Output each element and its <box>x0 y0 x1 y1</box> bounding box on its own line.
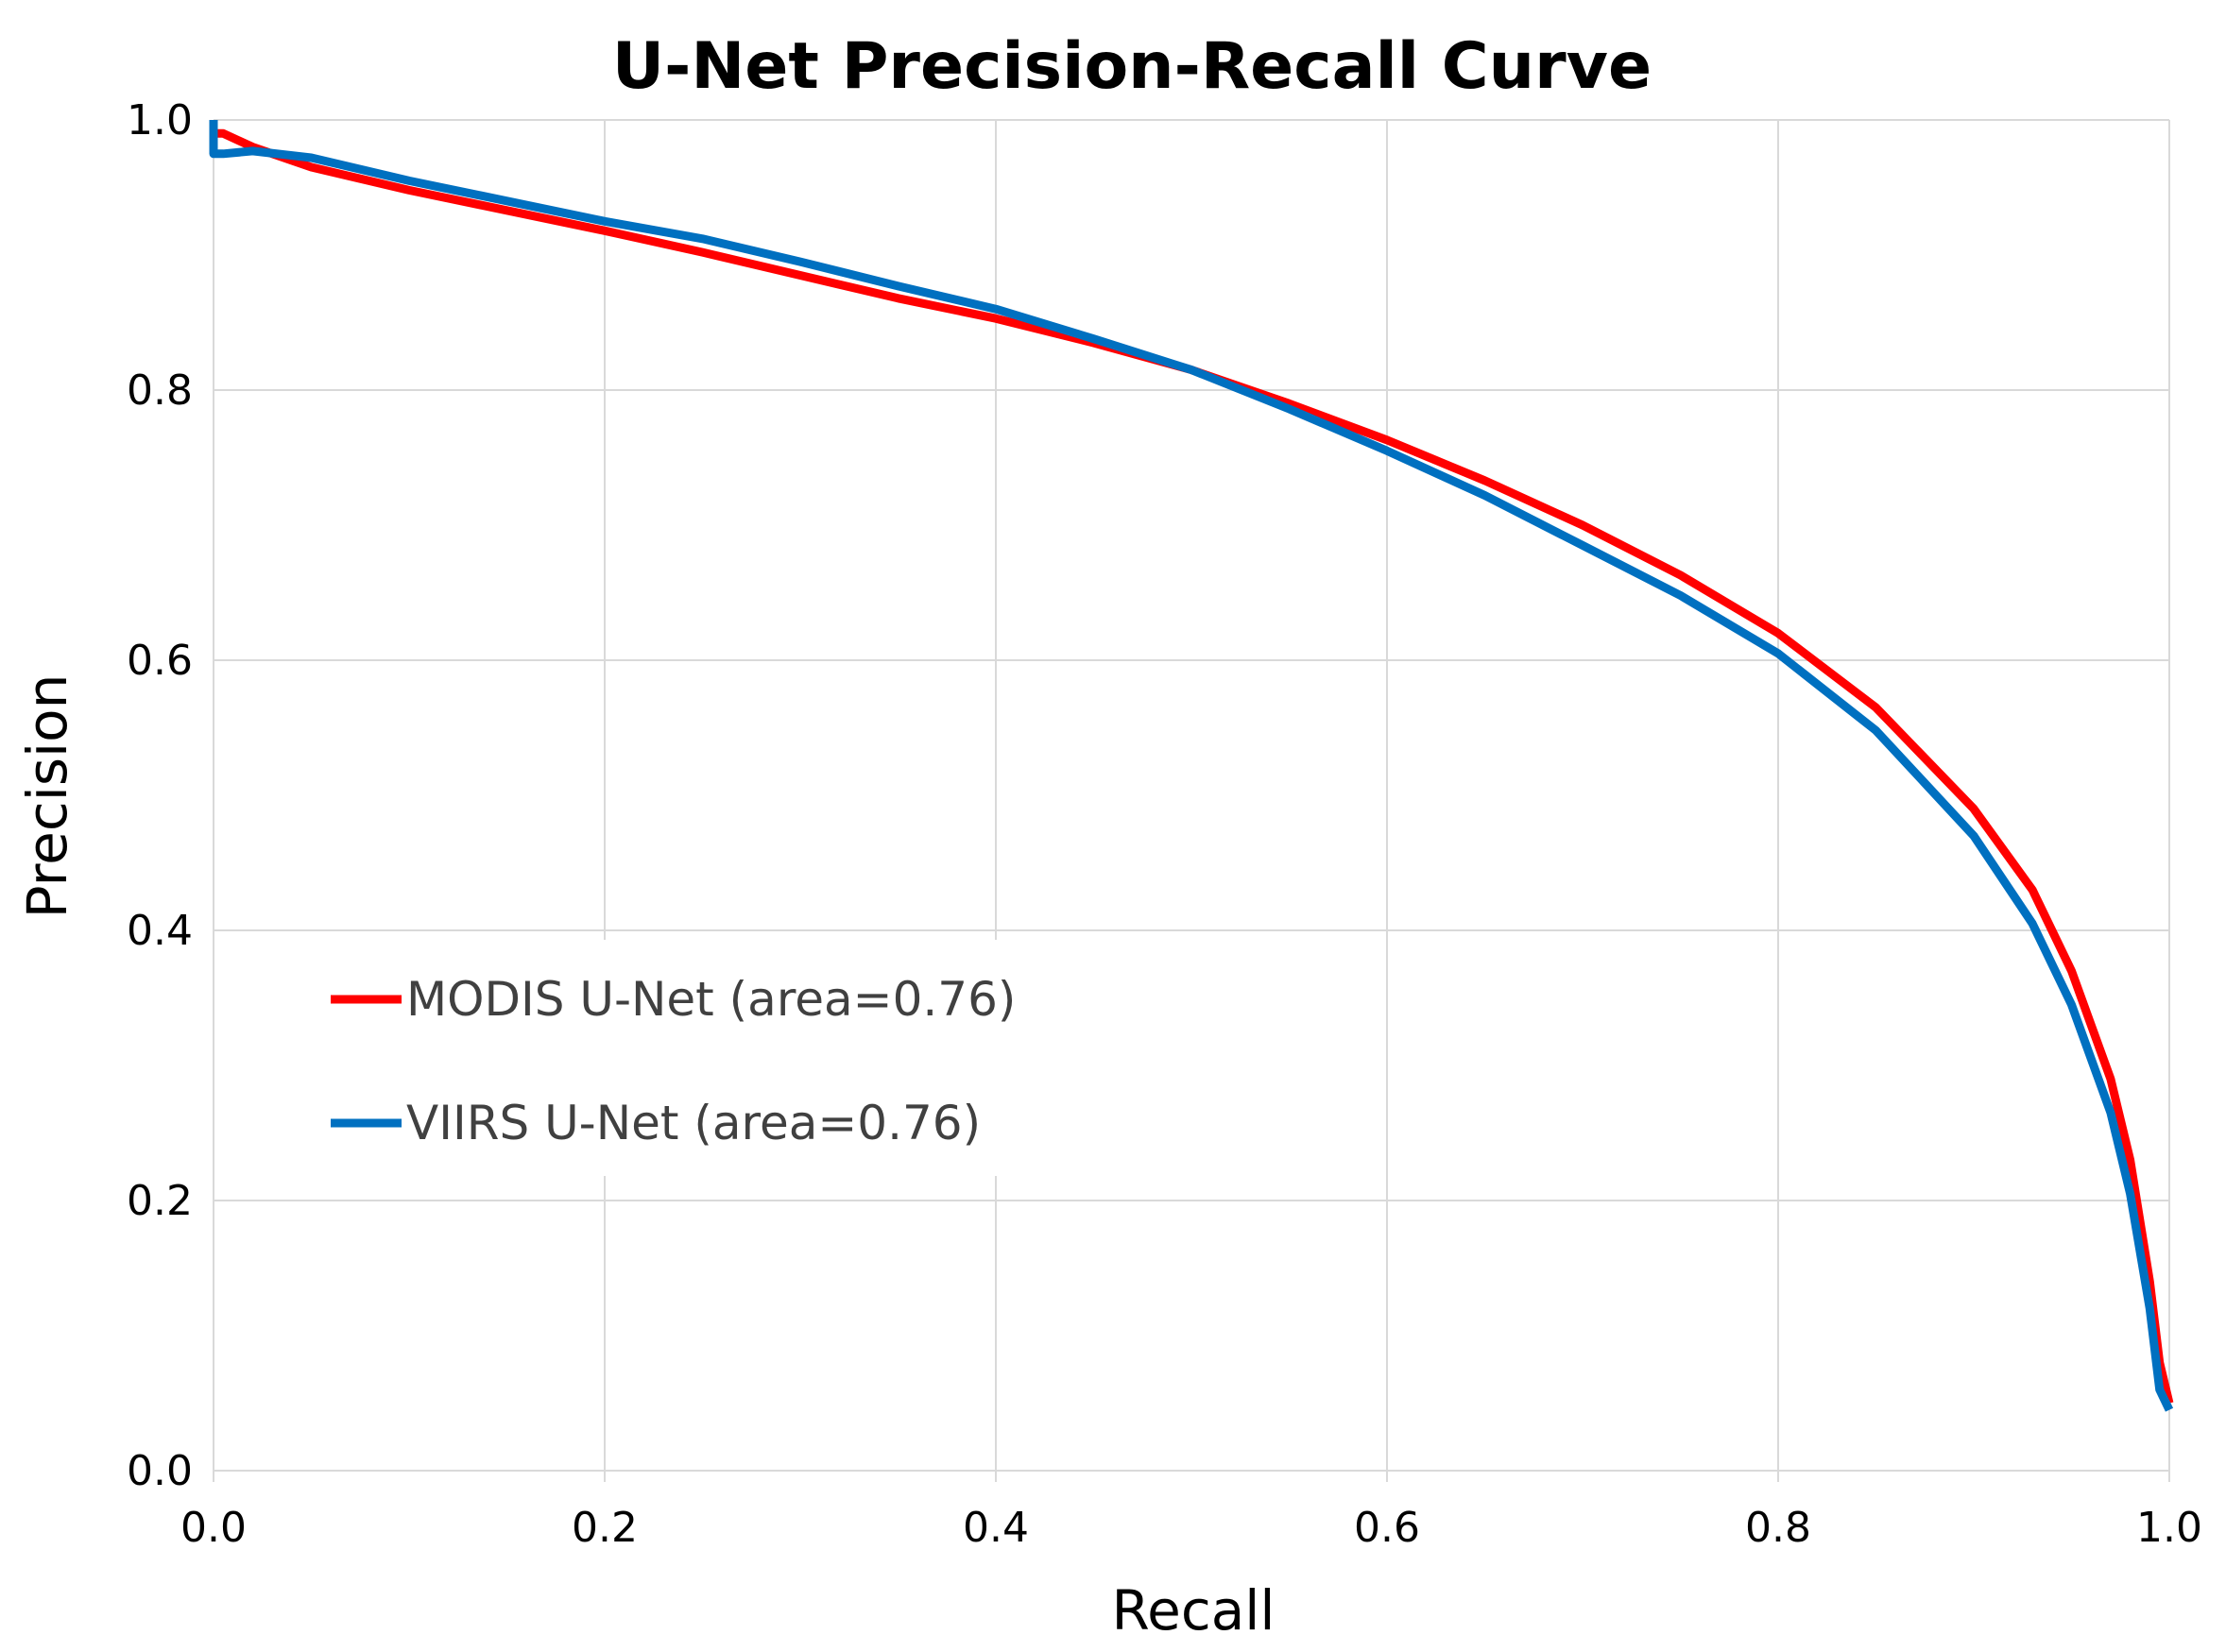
legend-label-viirs: VIIRS U-Net (area=0.76) <box>406 1096 981 1150</box>
legend: MODIS U-Net (area=0.76) VIIRS U-Net (are… <box>312 940 1068 1176</box>
x-tick-labels: 0.0 0.2 0.4 0.6 0.8 1.0 <box>180 1504 2202 1552</box>
y-tick-label: 0.8 <box>127 366 193 415</box>
series-line-viirs <box>209 120 2174 1412</box>
legend-label-modis: MODIS U-Net (area=0.76) <box>406 972 1016 1027</box>
x-tick-label: 0.6 <box>1354 1504 1420 1552</box>
gridlines <box>213 119 2170 1482</box>
y-axis-label: Precision <box>15 674 79 919</box>
x-axis-label: Recall <box>1111 1578 1275 1643</box>
chart-title: U-Net Precision-Recall Curve <box>612 29 1652 104</box>
x-tick-label: 1.0 <box>2136 1504 2202 1552</box>
x-tick-label: 0.8 <box>1745 1504 1811 1552</box>
y-tick-label: 0.6 <box>127 637 193 685</box>
y-tick-label: 0.0 <box>127 1447 193 1495</box>
x-tick-label: 0.2 <box>572 1504 638 1552</box>
x-tick-label: 0.0 <box>180 1504 247 1552</box>
y-tick-label: 0.4 <box>127 907 193 955</box>
x-tick-label: 0.4 <box>963 1504 1029 1552</box>
series-line-modis <box>214 128 2174 1405</box>
series-lines <box>209 120 2174 1412</box>
y-tick-label: 0.2 <box>127 1177 193 1225</box>
y-tick-label: 1.0 <box>127 96 193 145</box>
y-tick-labels: 0.0 0.2 0.4 0.6 0.8 1.0 <box>127 96 193 1495</box>
legend-background <box>312 940 1068 1176</box>
